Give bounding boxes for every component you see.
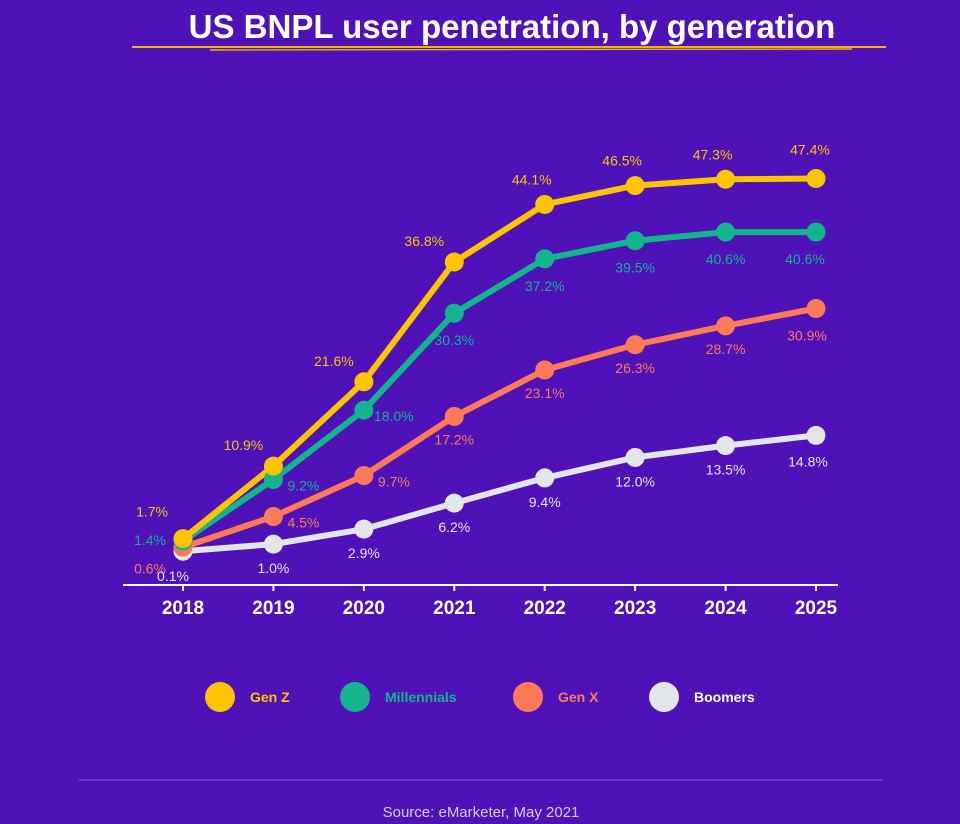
x-tick-label: 2021 — [433, 598, 476, 619]
data-point — [625, 231, 645, 251]
chart-title: US BNPL user penetration, by generation — [189, 8, 836, 45]
x-tick-label: 2024 — [704, 598, 747, 619]
data-point — [625, 335, 645, 355]
data-label: 13.5% — [706, 462, 746, 478]
data-point — [263, 507, 283, 527]
data-label: 4.5% — [287, 515, 319, 531]
data-label: 47.4% — [790, 141, 830, 157]
data-label: 21.6% — [314, 353, 354, 369]
data-label: 17.2% — [434, 431, 474, 447]
data-point — [716, 316, 736, 336]
data-label: 26.3% — [615, 360, 655, 376]
data-point — [806, 222, 826, 242]
data-point — [444, 252, 464, 272]
legend-label: Millennials — [385, 689, 457, 705]
data-point — [263, 470, 283, 490]
data-label: 9.2% — [287, 478, 319, 494]
series-line — [180, 175, 819, 542]
data-label: 46.5% — [602, 153, 642, 169]
data-label: 1.7% — [136, 504, 168, 520]
x-tick-label: 2020 — [343, 598, 385, 619]
data-point — [806, 425, 826, 445]
data-label: 0.6% — [134, 560, 166, 576]
data-label: 9.7% — [378, 474, 410, 490]
data-label: 2.9% — [348, 545, 380, 561]
data-point — [806, 299, 826, 319]
data-point — [625, 447, 645, 467]
data-point — [716, 169, 736, 189]
data-label: 44.1% — [512, 171, 552, 187]
data-labels: 1.7% 10.9% 21.6% 36.8% 44.1% 46.5% 47.3% 47.4% 1… — [134, 141, 830, 584]
source-note: Source: eMarketer, May 2021 — [383, 804, 580, 821]
series-line — [180, 432, 819, 555]
data-label: 30.9% — [787, 328, 827, 344]
data-point — [354, 400, 374, 420]
title-underline — [132, 46, 886, 51]
data-label: 30.3% — [434, 332, 474, 348]
x-tick-label: 2025 — [795, 598, 838, 619]
data-point — [354, 372, 374, 392]
data-point — [535, 468, 555, 488]
series-lines — [180, 175, 819, 555]
series-line — [180, 229, 819, 544]
data-point — [354, 466, 374, 486]
x-axis-ticks: 2018 2019 2020 2021 2022 2023 2024 2025 — [162, 585, 838, 619]
data-point — [716, 436, 736, 456]
data-label: 9.4% — [529, 494, 561, 510]
data-label: 37.2% — [525, 278, 565, 294]
data-point — [535, 249, 555, 269]
data-point — [263, 456, 283, 476]
legend-label: Gen X — [558, 689, 599, 705]
data-label: 28.7% — [706, 341, 746, 357]
data-label: 47.3% — [693, 146, 733, 162]
data-label: 1.0% — [257, 560, 289, 576]
x-tick-label: 2023 — [614, 598, 656, 619]
data-point — [444, 493, 464, 513]
legend-label: Gen Z — [250, 689, 290, 705]
data-point — [354, 519, 374, 539]
data-point — [625, 176, 645, 196]
x-tick-label: 2018 — [162, 598, 204, 619]
data-label: 40.6% — [706, 251, 746, 267]
data-label: 12.0% — [615, 473, 655, 489]
legend-swatch — [513, 682, 543, 712]
legend-swatch — [340, 682, 370, 712]
legend-swatch — [205, 682, 235, 712]
data-point — [444, 303, 464, 323]
series-line — [180, 305, 819, 551]
legend-label: Boomers — [694, 689, 755, 705]
x-tick-label: 2019 — [252, 598, 294, 619]
legend-swatch — [649, 682, 679, 712]
data-point — [263, 534, 283, 554]
data-point — [535, 194, 555, 214]
data-point — [716, 222, 736, 242]
data-label: 39.5% — [615, 260, 655, 276]
legend: Gen Z Millennials Gen X Boomers — [205, 682, 755, 712]
data-point — [806, 168, 826, 188]
data-label: 0.1% — [157, 568, 189, 584]
series-points — [173, 168, 826, 561]
data-label: 40.6% — [785, 251, 825, 267]
data-label: 18.0% — [374, 408, 414, 424]
data-label: 23.1% — [525, 385, 565, 401]
underline-stroke-2 — [209, 48, 853, 51]
data-label: 1.4% — [134, 532, 166, 548]
x-tick-label: 2022 — [524, 598, 566, 619]
data-label: 6.2% — [438, 519, 470, 535]
data-label: 14.8% — [788, 453, 828, 469]
data-point — [444, 406, 464, 426]
data-label: 36.8% — [404, 233, 444, 249]
data-point — [535, 360, 555, 380]
data-label: 10.9% — [224, 437, 264, 453]
data-point — [173, 529, 193, 549]
